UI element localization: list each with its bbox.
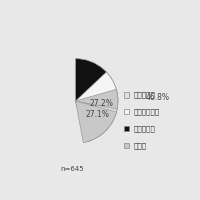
Bar	[124, 143, 129, 148]
Text: わからない: わからない	[133, 125, 155, 132]
Text: 27.1%: 27.1%	[86, 110, 110, 119]
Wedge shape	[76, 59, 118, 142]
Wedge shape	[76, 101, 117, 112]
Bar	[124, 92, 129, 98]
Text: n=645: n=645	[60, 166, 84, 172]
Text: 避難等しない: 避難等しない	[133, 108, 160, 115]
Text: 避難等する: 避難等する	[133, 92, 155, 98]
Bar	[124, 126, 129, 131]
Wedge shape	[76, 72, 118, 135]
Wedge shape	[76, 89, 118, 143]
Bar	[124, 109, 129, 114]
Text: 無回答: 無回答	[133, 142, 146, 149]
Text: 27.2%: 27.2%	[90, 99, 114, 108]
Text: 46.8%: 46.8%	[146, 93, 170, 102]
